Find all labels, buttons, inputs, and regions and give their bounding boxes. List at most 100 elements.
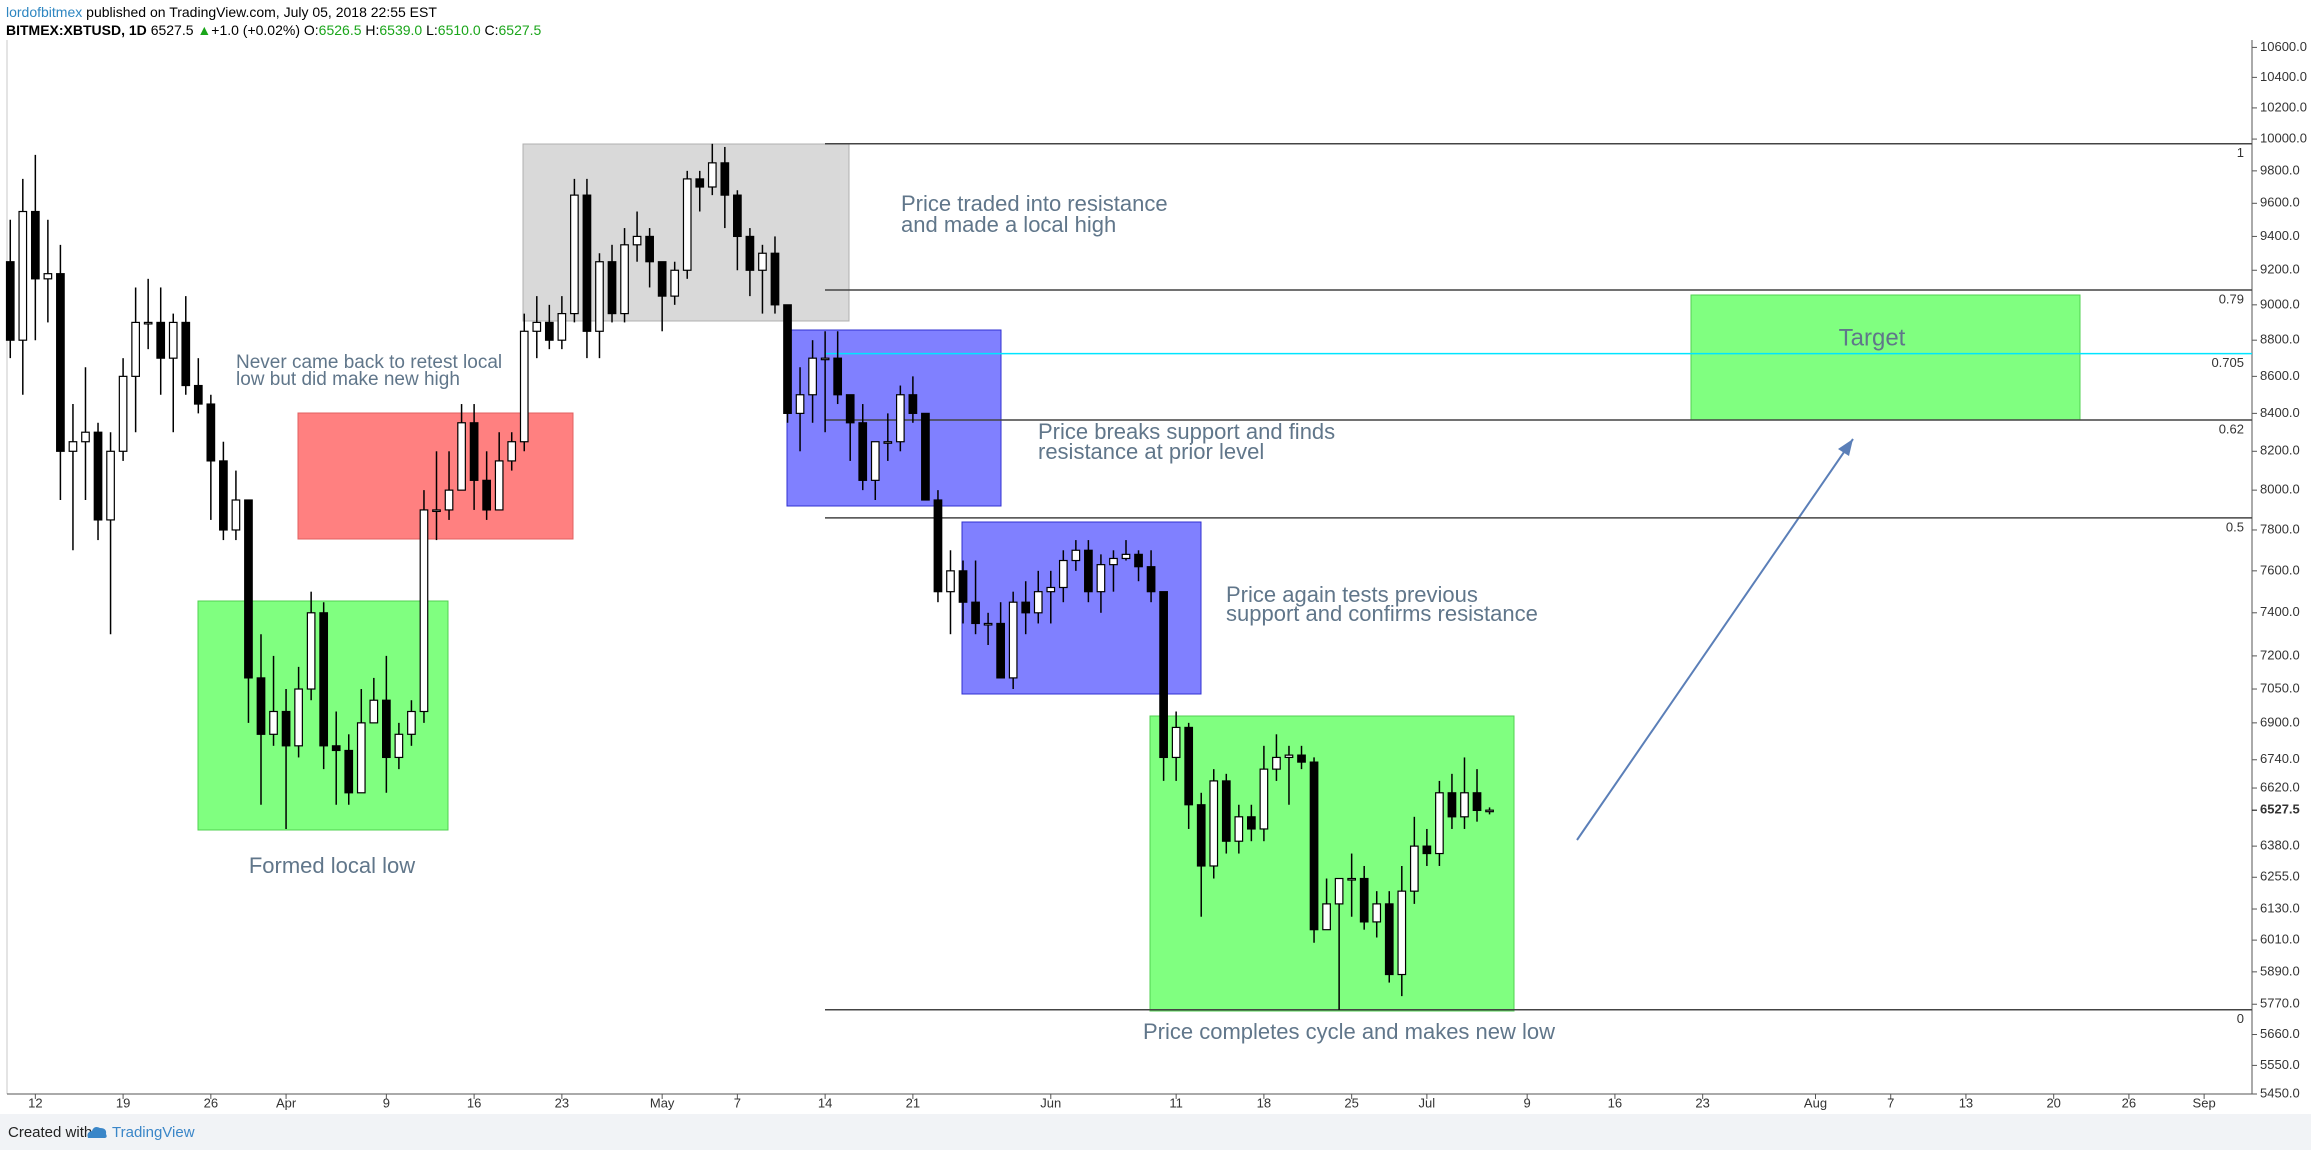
y-tick-label: 10400.0 <box>2260 69 2307 84</box>
candle-body <box>770 252 780 306</box>
candle-body <box>281 710 291 747</box>
y-tick-label: 9000.0 <box>2260 296 2300 311</box>
ohlc-value: 6539.0 <box>379 22 423 38</box>
candle-body <box>1146 566 1156 593</box>
ohlc-value: 6527.5 <box>498 22 542 38</box>
candle-body <box>595 261 604 332</box>
y-tick-label: 9800.0 <box>2260 162 2300 177</box>
candle-body <box>908 394 918 414</box>
x-tick-label: 18 <box>1257 1095 1271 1110</box>
annotation: Price completes cycle and makes new low <box>1143 1019 1555 1044</box>
change: +1.0 (+0.02%) <box>211 22 300 38</box>
candle-body <box>81 431 90 443</box>
y-tick-label: 6130.0 <box>2260 900 2300 915</box>
candle-body <box>68 441 78 452</box>
candle-body <box>457 422 466 491</box>
candle-body <box>519 330 529 443</box>
annotation: Price breaks support and finds <box>1038 419 1335 444</box>
candle-body <box>996 622 1005 679</box>
ohlc-label: C: <box>484 22 499 38</box>
candle-body <box>1247 816 1256 830</box>
candle-body <box>1221 780 1231 842</box>
ohlc-value: 6526.5 <box>318 22 362 38</box>
chart: Never came back to retest local low but … <box>5 38 2307 1111</box>
candle-body <box>670 269 680 297</box>
x-tick-label: 7 <box>734 1095 741 1110</box>
candle-body <box>1071 549 1081 562</box>
candle-body <box>845 394 855 424</box>
y-tick-label: 7400.0 <box>2260 604 2300 619</box>
candle-body <box>657 261 667 297</box>
candle-body <box>1384 903 1394 976</box>
candle-body <box>106 450 115 521</box>
last: 6527.5 <box>150 22 194 38</box>
candle-body <box>319 612 329 747</box>
candle-body <box>1472 792 1482 812</box>
candle-body <box>1272 756 1281 770</box>
candle-body <box>607 261 617 315</box>
candle-body <box>783 304 792 414</box>
x-tick-label: 21 <box>906 1095 920 1110</box>
candle-body <box>494 460 504 511</box>
candle-body <box>331 745 341 752</box>
candle-body <box>206 403 216 462</box>
brand[interactable]: TradingView <box>112 1124 195 1141</box>
candle-body <box>5 261 15 341</box>
author[interactable]: lordofbitmex <box>6 4 83 20</box>
x-tick-label: 26 <box>204 1095 218 1110</box>
candle-body <box>1134 553 1143 568</box>
candle-body <box>820 357 830 361</box>
candle-body <box>1359 877 1369 923</box>
candle-body <box>720 162 730 196</box>
candle-body <box>745 235 755 271</box>
candle-body <box>469 422 479 481</box>
candle-body <box>131 321 140 377</box>
arrow-line <box>1576 438 1854 841</box>
candle-body <box>1447 792 1457 818</box>
candle-body <box>18 210 28 341</box>
y-tick-label: 8600.0 <box>2260 368 2300 383</box>
x-tick-label: 20 <box>2046 1095 2060 1110</box>
candle-body <box>1159 591 1168 759</box>
candle-body <box>1435 792 1444 855</box>
y-tick-label: 8400.0 <box>2260 405 2300 420</box>
target-box <box>1690 294 2081 421</box>
candle-body <box>244 499 253 679</box>
candle-body <box>808 357 817 396</box>
retest-box <box>297 412 574 540</box>
candle-body <box>193 384 203 405</box>
annotation: Price again tests previous <box>1226 582 1478 607</box>
x-tick-label: 13 <box>1959 1095 1973 1110</box>
y-tick-label: 8000.0 <box>2260 482 2300 497</box>
candle-body <box>1084 549 1093 593</box>
y-tick-label: 5550.0 <box>2260 1057 2300 1072</box>
footer: Created with TradingView <box>0 1114 2311 1150</box>
candle-body <box>369 699 379 724</box>
candle-body <box>143 321 153 325</box>
candle-body <box>168 321 178 359</box>
ohlc-label: L: <box>426 22 438 38</box>
y-tick-label: 6255.0 <box>2260 869 2300 884</box>
candle-body <box>532 321 542 332</box>
y-tick-label: 7050.0 <box>2260 680 2300 695</box>
y-tick-label: 9200.0 <box>2260 262 2300 277</box>
candle-body <box>1234 816 1244 842</box>
candle-body <box>1409 845 1419 892</box>
ohlc-label: O: <box>303 22 319 38</box>
y-tick-label: 5890.0 <box>2260 963 2300 978</box>
candle-body <box>1259 768 1269 830</box>
x-tick-label: Aug <box>1804 1095 1827 1110</box>
candle-body <box>269 710 278 735</box>
candle-body <box>858 422 868 481</box>
candle-body <box>1171 726 1181 759</box>
y-tick-label: 7600.0 <box>2260 562 2300 577</box>
candle-body <box>833 357 843 396</box>
x-tick-label: Sep <box>2193 1095 2216 1110</box>
x-tick-label: May <box>650 1095 675 1110</box>
candle-body <box>582 194 592 332</box>
x-tick-label: 26 <box>2122 1095 2136 1110</box>
candle-body <box>1397 890 1407 976</box>
created-with: Created with <box>8 1124 93 1141</box>
annotation: and made a local high <box>901 212 1116 237</box>
annotation: support and confirms resistance <box>1226 601 1538 626</box>
